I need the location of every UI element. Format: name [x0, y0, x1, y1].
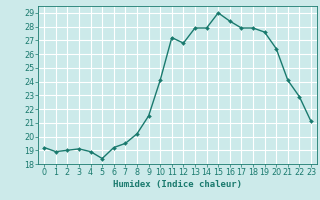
X-axis label: Humidex (Indice chaleur): Humidex (Indice chaleur)	[113, 180, 242, 189]
